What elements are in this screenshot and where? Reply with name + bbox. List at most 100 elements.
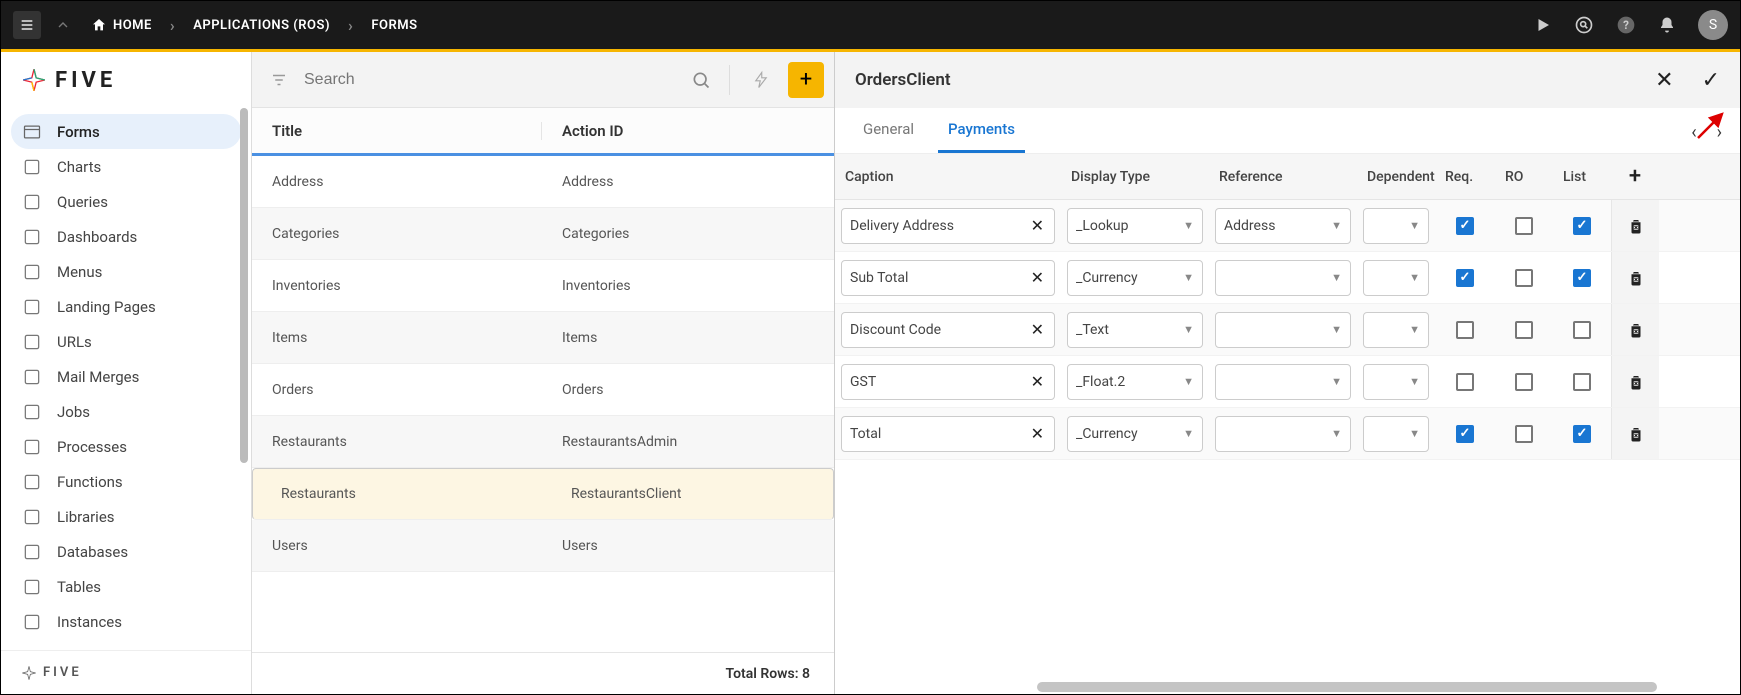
avatar[interactable]: S (1698, 10, 1728, 40)
ro-checkbox[interactable] (1515, 269, 1533, 287)
dependent-select[interactable]: ▼ (1363, 260, 1429, 296)
chevron-right-icon: › (170, 16, 175, 35)
list-row[interactable]: UsersUsers (252, 520, 834, 572)
list-checkbox[interactable] (1573, 269, 1591, 287)
filter-icon[interactable] (262, 71, 296, 89)
caption-input[interactable]: GST✕ (841, 364, 1055, 400)
chevron-right-icon: › (348, 16, 353, 35)
req-checkbox[interactable] (1456, 217, 1474, 235)
list-row[interactable]: CategoriesCategories (252, 208, 834, 260)
help-icon[interactable]: ? (1616, 15, 1636, 35)
clear-icon[interactable]: ✕ (1029, 268, 1046, 287)
tab-payments[interactable]: Payments (938, 110, 1025, 153)
list-checkbox[interactable] (1573, 425, 1591, 443)
search-icon[interactable] (685, 70, 717, 90)
req-checkbox[interactable] (1456, 321, 1474, 339)
sidebar-item-libraries[interactable]: Libraries (11, 499, 241, 534)
list-row[interactable]: InventoriesInventories (252, 260, 834, 312)
reference-select[interactable]: ▼ (1215, 364, 1351, 400)
sidebar-item-landing-pages[interactable]: Landing Pages (11, 289, 241, 324)
req-checkbox[interactable] (1456, 269, 1474, 287)
dependent-select[interactable]: ▼ (1363, 416, 1429, 452)
up-arrow-icon[interactable] (55, 17, 71, 33)
bolt-icon[interactable] (742, 69, 780, 91)
col-title[interactable]: Title (252, 122, 542, 140)
ro-checkbox[interactable] (1515, 217, 1533, 235)
delete-row-icon[interactable] (1625, 215, 1647, 237)
dependent-select[interactable]: ▼ (1363, 312, 1429, 348)
horizontal-scrollbar[interactable] (835, 680, 1740, 694)
search-input[interactable] (304, 71, 677, 89)
grid-row: Delivery Address✕ _Lookup▼ Address▼ ▼ (835, 200, 1740, 252)
list-checkbox[interactable] (1573, 373, 1591, 391)
dependent-select[interactable]: ▼ (1363, 208, 1429, 244)
clear-icon[interactable]: ✕ (1029, 320, 1046, 339)
caption-input[interactable]: Total✕ (841, 416, 1055, 452)
list-row[interactable]: RestaurantsRestaurantsAdmin (252, 416, 834, 468)
nav-icon (21, 332, 43, 352)
sidebar-item-jobs[interactable]: Jobs (11, 394, 241, 429)
list-checkbox[interactable] (1573, 217, 1591, 235)
grid-row: Sub Total✕ _Currency▼ ▼ ▼ (835, 252, 1740, 304)
reference-select[interactable]: ▼ (1215, 260, 1351, 296)
tab-next-icon[interactable]: › (1717, 122, 1722, 143)
reference-select[interactable]: Address▼ (1215, 208, 1351, 244)
list-checkbox[interactable] (1573, 321, 1591, 339)
confirm-icon[interactable]: ✓ (1702, 68, 1720, 93)
req-checkbox[interactable] (1456, 373, 1474, 391)
ro-checkbox[interactable] (1515, 321, 1533, 339)
ro-checkbox[interactable] (1515, 425, 1533, 443)
clear-icon[interactable]: ✕ (1029, 216, 1046, 235)
breadcrumb-home[interactable]: HOME (113, 18, 152, 33)
scrollbar-thumb[interactable] (240, 108, 248, 463)
close-icon[interactable]: ✕ (1655, 68, 1673, 93)
list-row[interactable]: OrdersOrders (252, 364, 834, 416)
col-reference: Reference (1209, 169, 1357, 185)
clear-icon[interactable]: ✕ (1029, 372, 1046, 391)
bell-icon[interactable] (1658, 16, 1676, 34)
sidebar-item-databases[interactable]: Databases (11, 534, 241, 569)
list-row[interactable]: AddressAddress (252, 156, 834, 208)
sidebar-item-processes[interactable]: Processes (11, 429, 241, 464)
sidebar-item-menus[interactable]: Menus (11, 254, 241, 289)
play-icon[interactable] (1534, 16, 1552, 34)
caption-input[interactable]: Delivery Address✕ (841, 208, 1055, 244)
delete-row-icon[interactable] (1625, 267, 1647, 289)
list-row[interactable]: ItemsItems (252, 312, 834, 364)
sidebar-item-urls[interactable]: URLs (11, 324, 241, 359)
reference-select[interactable]: ▼ (1215, 416, 1351, 452)
displaytype-select[interactable]: _Float.2▼ (1067, 364, 1203, 400)
ro-checkbox[interactable] (1515, 373, 1533, 391)
clear-icon[interactable]: ✕ (1029, 424, 1046, 443)
displaytype-select[interactable]: _Text▼ (1067, 312, 1203, 348)
tab-general[interactable]: General (853, 110, 924, 153)
list-row[interactable]: RestaurantsRestaurantsClient (252, 468, 834, 520)
sidebar-item-forms[interactable]: Forms (11, 114, 241, 149)
tab-prev-icon[interactable]: ‹ (1691, 122, 1696, 143)
caption-input[interactable]: Sub Total✕ (841, 260, 1055, 296)
displaytype-select[interactable]: _Currency▼ (1067, 416, 1203, 452)
sidebar-item-instances[interactable]: Instances (11, 604, 241, 639)
breadcrumb-applications[interactable]: APPLICATIONS (ROS) (193, 18, 330, 33)
displaytype-select[interactable]: _Lookup▼ (1067, 208, 1203, 244)
displaytype-select[interactable]: _Currency▼ (1067, 260, 1203, 296)
sidebar-item-mail-merges[interactable]: Mail Merges (11, 359, 241, 394)
hamburger-menu[interactable] (13, 11, 41, 39)
dependent-select[interactable]: ▼ (1363, 364, 1429, 400)
sidebar-item-dashboards[interactable]: Dashboards (11, 219, 241, 254)
delete-row-icon[interactable] (1625, 371, 1647, 393)
col-actionid[interactable]: Action ID (542, 122, 834, 140)
sidebar-item-tables[interactable]: Tables (11, 569, 241, 604)
sidebar-item-functions[interactable]: Functions (11, 464, 241, 499)
caption-input[interactable]: Discount Code✕ (841, 312, 1055, 348)
reference-select[interactable]: ▼ (1215, 312, 1351, 348)
sidebar-item-queries[interactable]: Queries (11, 184, 241, 219)
magnify-circle-icon[interactable] (1574, 15, 1594, 35)
req-checkbox[interactable] (1456, 425, 1474, 443)
add-row-button[interactable]: + (1611, 164, 1659, 189)
delete-row-icon[interactable] (1625, 319, 1647, 341)
sidebar-item-charts[interactable]: Charts (11, 149, 241, 184)
delete-row-icon[interactable] (1625, 423, 1647, 445)
add-button[interactable]: + (788, 62, 824, 98)
breadcrumb-forms[interactable]: FORMS (371, 18, 417, 33)
